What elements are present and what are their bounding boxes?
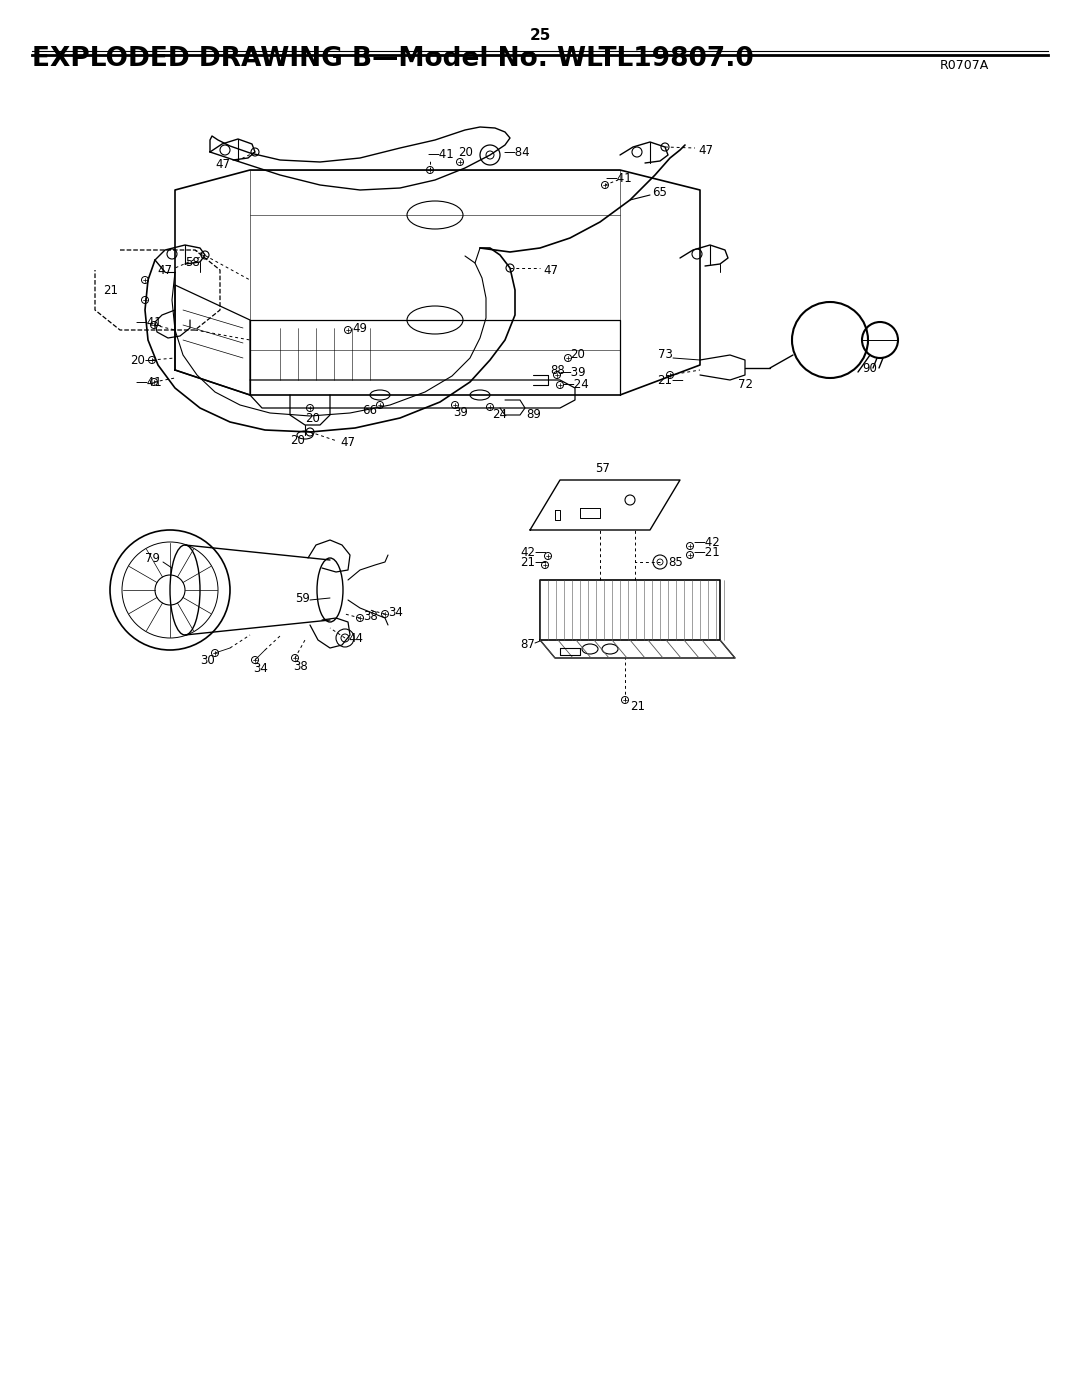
Text: 58: 58 xyxy=(185,256,200,268)
Text: 73: 73 xyxy=(658,348,673,362)
Text: 38: 38 xyxy=(293,659,308,672)
Text: R0707A: R0707A xyxy=(940,59,989,73)
Text: 66: 66 xyxy=(362,404,377,416)
Text: 38: 38 xyxy=(363,609,378,623)
Text: 20: 20 xyxy=(305,412,320,425)
Text: 79: 79 xyxy=(145,552,160,564)
Text: 85: 85 xyxy=(669,556,683,569)
Text: 57: 57 xyxy=(595,461,610,475)
Text: 20: 20 xyxy=(458,145,473,158)
Text: 21: 21 xyxy=(103,284,118,296)
Text: 47: 47 xyxy=(215,158,230,172)
Text: 89: 89 xyxy=(526,408,541,422)
Text: EXPLODED DRAWING B—Model No. WLTL19807.0: EXPLODED DRAWING B—Model No. WLTL19807.0 xyxy=(32,46,754,73)
Text: 72: 72 xyxy=(738,379,753,391)
Text: —41: —41 xyxy=(427,148,454,161)
Text: 30: 30 xyxy=(200,654,215,666)
Text: 47: 47 xyxy=(157,264,172,277)
Text: 49: 49 xyxy=(352,321,367,334)
Text: 87: 87 xyxy=(519,638,535,651)
Text: 21—: 21— xyxy=(519,556,546,569)
Text: 39: 39 xyxy=(453,407,468,419)
Text: 65: 65 xyxy=(652,187,666,200)
Text: —41: —41 xyxy=(605,172,632,184)
Text: —41: —41 xyxy=(135,316,162,328)
Text: —41: —41 xyxy=(135,376,162,388)
Text: 59: 59 xyxy=(295,591,310,605)
Text: 25: 25 xyxy=(529,28,551,42)
Text: —39: —39 xyxy=(559,366,585,380)
Text: —21: —21 xyxy=(693,545,719,559)
Text: —84: —84 xyxy=(503,147,529,159)
Text: 88: 88 xyxy=(550,363,565,377)
Text: 47: 47 xyxy=(698,144,713,156)
Text: 34: 34 xyxy=(388,605,403,619)
Text: 20: 20 xyxy=(570,348,585,362)
Text: 47: 47 xyxy=(340,436,355,448)
Text: 20: 20 xyxy=(291,433,306,447)
Text: —42: —42 xyxy=(693,536,719,549)
Text: 44: 44 xyxy=(348,631,363,644)
Text: 24: 24 xyxy=(492,408,507,422)
Text: 42—: 42— xyxy=(519,546,546,560)
Text: —24: —24 xyxy=(562,379,589,391)
Text: 34: 34 xyxy=(253,662,268,675)
Text: 47: 47 xyxy=(543,264,558,277)
Text: 21—: 21— xyxy=(657,373,684,387)
Text: 20—: 20— xyxy=(130,353,157,366)
Text: 21: 21 xyxy=(630,700,645,712)
Text: 90: 90 xyxy=(862,362,877,374)
